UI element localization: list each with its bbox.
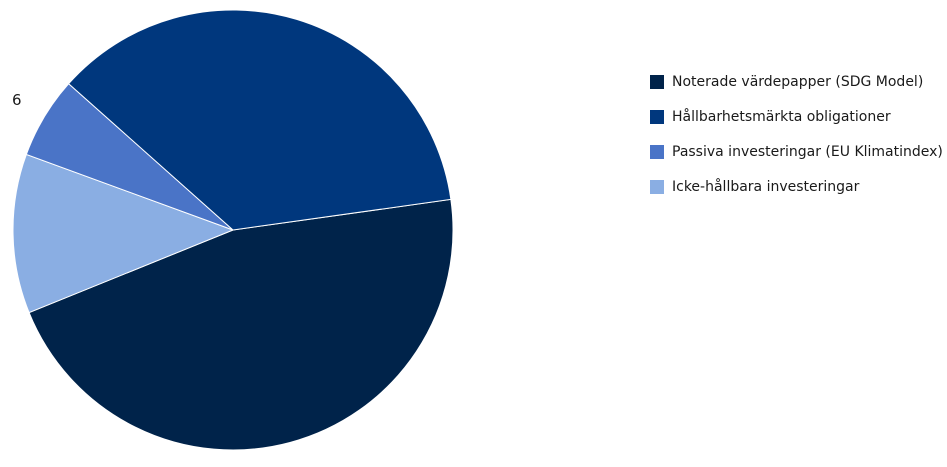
pie-slice [67, 9, 452, 231]
legend-label: Icke-hållbara investeringar [672, 178, 860, 195]
legend-item: Icke-hållbara investeringar [650, 175, 943, 198]
legend-swatch [650, 109, 664, 124]
legend: Noterade värdepapper (SDG Model) Hållbar… [650, 70, 943, 210]
slice-labels: 46.111.7636.2 [12, 91, 315, 467]
pie-slice [28, 198, 454, 451]
pie-slices [12, 9, 454, 451]
slice-value-label: 46.1 [282, 464, 315, 467]
legend-label: Noterade värdepapper (SDG Model) [672, 73, 924, 90]
slice-value-label: 6 [12, 91, 22, 109]
pie-slice [12, 153, 235, 314]
legend-swatch [650, 144, 664, 159]
legend-swatch [650, 179, 664, 194]
legend-item: Passiva investeringar (EU Klimatindex) [650, 140, 943, 163]
legend-swatch [650, 74, 664, 89]
legend-item: Hållbarhetsmärkta obligationer [650, 105, 943, 128]
legend-item: Noterade värdepapper (SDG Model) [650, 70, 943, 93]
legend-label: Hållbarhetsmärkta obligationer [672, 108, 891, 125]
legend-label: Passiva investeringar (EU Klimatindex) [672, 143, 943, 160]
